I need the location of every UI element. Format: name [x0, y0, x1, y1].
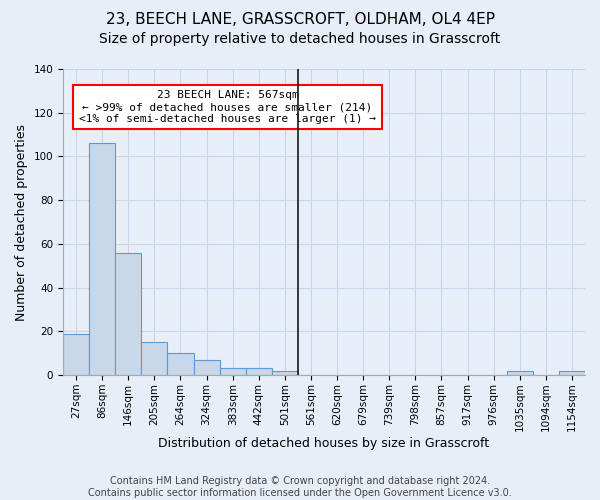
Bar: [63, 334, 89, 375]
Bar: [220, 368, 246, 375]
Text: Size of property relative to detached houses in Grasscroft: Size of property relative to detached ho…: [100, 32, 500, 46]
Bar: [167, 353, 194, 375]
Bar: [115, 252, 142, 375]
Bar: [272, 370, 298, 375]
Bar: [507, 370, 533, 375]
Text: 23 BEECH LANE: 567sqm
← >99% of detached houses are smaller (214)
<1% of semi-de: 23 BEECH LANE: 567sqm ← >99% of detached…: [79, 90, 376, 124]
Y-axis label: Number of detached properties: Number of detached properties: [15, 124, 28, 320]
Bar: [194, 360, 220, 375]
Bar: [246, 368, 272, 375]
Bar: [89, 144, 115, 375]
Text: 23, BEECH LANE, GRASSCROFT, OLDHAM, OL4 4EP: 23, BEECH LANE, GRASSCROFT, OLDHAM, OL4 …: [106, 12, 494, 28]
X-axis label: Distribution of detached houses by size in Grasscroft: Distribution of detached houses by size …: [158, 437, 490, 450]
Bar: [559, 370, 585, 375]
Bar: [142, 342, 167, 375]
Text: Contains HM Land Registry data © Crown copyright and database right 2024.
Contai: Contains HM Land Registry data © Crown c…: [88, 476, 512, 498]
